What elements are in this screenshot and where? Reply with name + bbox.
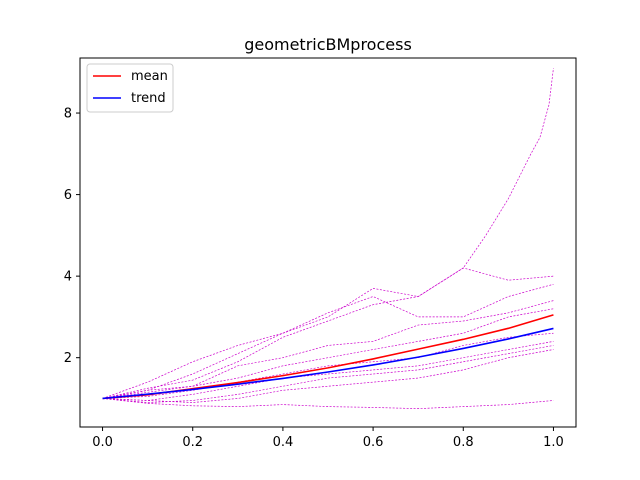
x-tick-label: 0.4 — [273, 435, 294, 450]
sample-path-2 — [102, 267, 554, 399]
y-axis: 2 4 6 8 — [64, 107, 80, 366]
sample-path-6 — [102, 332, 554, 399]
sample-path-4 — [102, 300, 554, 399]
series-line-trend — [102, 327, 554, 400]
sample-path-3 — [102, 283, 554, 399]
sample-path-5 — [102, 308, 554, 399]
y-tick-label: 8 — [64, 107, 72, 122]
y-tick-label: 4 — [64, 270, 72, 285]
legend-label-trend: trend — [131, 91, 166, 106]
plot-area — [102, 68, 554, 409]
sample-path-10 — [102, 398, 554, 409]
sample-path-7 — [102, 341, 554, 401]
chart-title: geometricBMprocess — [244, 35, 412, 54]
x-tick-label: 0.8 — [453, 435, 474, 450]
x-tick-label: 0.2 — [182, 435, 203, 450]
series-line-mean — [102, 314, 554, 400]
x-tick-label: 1.0 — [543, 435, 564, 450]
x-tick-label: 0.0 — [92, 435, 113, 450]
y-tick-label: 6 — [64, 188, 72, 203]
x-axis: 0.0 0.2 0.4 0.6 0.8 1.0 — [92, 427, 564, 450]
x-tick-label: 0.6 — [363, 435, 384, 450]
legend-label-mean: mean — [131, 69, 168, 84]
sample-path-8 — [102, 345, 554, 403]
sample-path-9 — [102, 349, 554, 403]
y-tick-label: 2 — [64, 351, 72, 366]
legend: mean trend — [86, 63, 174, 113]
sample-path-1 — [102, 68, 554, 399]
plot-frame — [79, 57, 577, 428]
